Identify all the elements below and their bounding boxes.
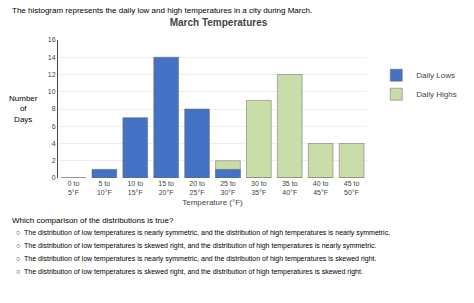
svg-text:45 to50°F: 45 to50°F — [344, 180, 360, 196]
svg-text:8: 8 — [52, 105, 56, 112]
svg-text:35 to40°F: 35 to40°F — [282, 180, 298, 196]
svg-text:March Temperatures: March Temperatures — [170, 17, 268, 28]
svg-text:15 to20°F: 15 to20°F — [158, 180, 174, 196]
svg-text:20 to25°F: 20 to25°F — [189, 180, 205, 196]
svg-text:Temperature (°F): Temperature (°F) — [182, 198, 243, 207]
svg-text:12: 12 — [48, 71, 56, 78]
svg-text:Daily Lows: Daily Lows — [416, 71, 455, 80]
svg-text:NumberofDays: NumberofDays — [9, 94, 38, 124]
svg-text:6: 6 — [52, 123, 56, 130]
svg-text:○ The distribution of low tem: ○ The distribution of low temperatures i… — [16, 268, 363, 276]
svg-text:0: 0 — [52, 174, 56, 181]
svg-text:○ The distribution of low tem: ○ The distribution of low temperatures i… — [16, 242, 377, 250]
svg-text:The histogram represents the d: The histogram represents the daily low a… — [12, 6, 312, 15]
svg-text:14: 14 — [48, 54, 56, 61]
svg-text:30 to35°F: 30 to35°F — [251, 180, 267, 196]
svg-text:Daily Highs: Daily Highs — [416, 90, 456, 99]
svg-text:2: 2 — [52, 157, 56, 164]
svg-text:40 to45°F: 40 to45°F — [313, 180, 329, 196]
svg-text:16: 16 — [48, 36, 56, 43]
svg-text:Which comparison of the distri: Which comparison of the distributions is… — [12, 216, 174, 225]
svg-text:25 to30°F: 25 to30°F — [220, 180, 236, 196]
svg-text:5 to10°F: 5 to10°F — [97, 180, 112, 196]
svg-text:○ The distribution of low tem: ○ The distribution of low temperatures i… — [16, 229, 390, 237]
svg-text:10: 10 — [48, 88, 56, 95]
svg-text:0 to5°F: 0 to5°F — [68, 180, 80, 196]
svg-text:○ The distribution of low tem: ○ The distribution of low temperatures i… — [16, 255, 377, 263]
svg-text:4: 4 — [52, 140, 56, 147]
svg-text:10 to15°F: 10 to15°F — [127, 180, 143, 196]
